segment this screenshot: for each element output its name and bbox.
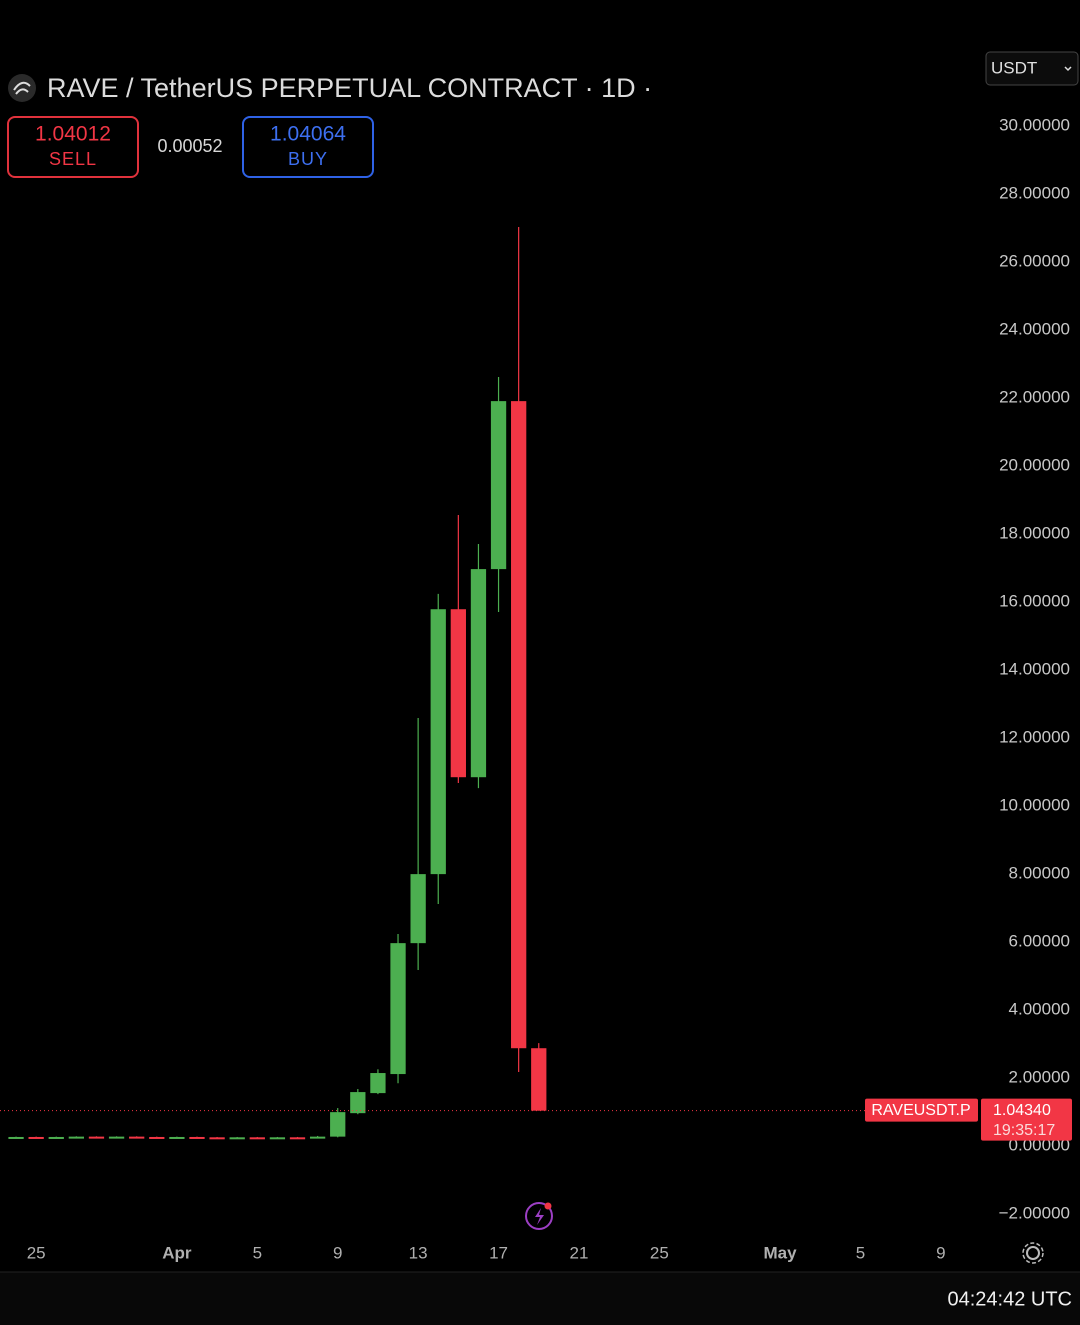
y-tick-label: 24.00000 — [999, 320, 1070, 339]
y-tick-label: 18.00000 — [999, 524, 1070, 543]
y-tick-label: 4.00000 — [1009, 1000, 1070, 1019]
candle-body — [169, 1136, 185, 1139]
candle-body — [410, 874, 426, 944]
candle-body — [511, 401, 527, 1049]
x-tick-label: 17 — [489, 1243, 508, 1262]
y-tick-label: 12.00000 — [999, 728, 1070, 747]
buy-price: 1.04064 — [270, 123, 346, 146]
x-tick-label: 9 — [333, 1243, 342, 1262]
candle-body — [309, 1136, 326, 1139]
buy-label: BUY — [288, 149, 328, 169]
symbol-tag-label: RAVEUSDT.P — [871, 1102, 970, 1119]
symbol-icon — [8, 74, 36, 102]
y-tick-label: 14.00000 — [999, 660, 1070, 679]
x-tick-label: Apr — [162, 1243, 192, 1262]
currency-select[interactable] — [985, 51, 1079, 86]
x-tick-label: May — [763, 1243, 797, 1262]
candle-body — [490, 401, 507, 570]
y-tick-label: 30.00000 — [999, 116, 1070, 135]
candle-body — [249, 1137, 265, 1140]
y-tick-label: 8.00000 — [1009, 864, 1070, 883]
spread: 0.00052 — [157, 136, 222, 156]
candle-body — [289, 1137, 306, 1140]
candle-body — [390, 943, 406, 1075]
x-tick-label: 21 — [570, 1243, 589, 1262]
candle-body — [229, 1137, 245, 1140]
settings-icon[interactable] — [1026, 1246, 1040, 1260]
flash-dot — [544, 1202, 552, 1210]
x-tick-label: 5 — [856, 1243, 865, 1262]
last-price-tag — [981, 1098, 1072, 1141]
x-tick-label: 13 — [409, 1243, 428, 1262]
y-tick-label: 10.00000 — [999, 796, 1070, 815]
candle-body — [430, 609, 446, 875]
y-tick-label: 16.00000 — [999, 592, 1070, 611]
symbol-tag — [865, 1098, 978, 1122]
y-tick-label: 22.00000 — [999, 388, 1070, 407]
candle-body — [350, 1092, 366, 1114]
y-tick-label: 6.00000 — [1009, 932, 1070, 951]
y-tick-label: 20.00000 — [999, 456, 1070, 475]
status-bar — [0, 1272, 1080, 1325]
dropdown-arrow — [1064, 66, 1072, 72]
y-tick-label: 26.00000 — [999, 252, 1070, 271]
candle-body — [269, 1137, 286, 1140]
candle-body — [330, 1112, 346, 1137]
y-tick-label: 28.00000 — [999, 184, 1070, 203]
flash-icon[interactable] — [525, 1202, 553, 1230]
chart-title: RAVE / TetherUS PERPETUAL CONTRACT · 1D … — [47, 73, 652, 103]
last-price-label: 1.04340 — [993, 1102, 1051, 1119]
candle-body — [108, 1136, 125, 1139]
flash-glyph — [535, 1208, 544, 1225]
currency-label: USDT — [991, 58, 1037, 77]
buy-button[interactable] — [242, 116, 374, 178]
candle-body — [531, 1048, 547, 1111]
candle-body — [88, 1136, 105, 1139]
candles — [8, 227, 547, 1140]
axis-layer: 30.00000 28.00000 26.00000 24.00000 22.00000… — [27, 116, 1070, 1263]
x-tick-label: 5 — [253, 1243, 262, 1262]
countdown: 19:35:17 — [993, 1122, 1055, 1139]
settings-gear — [1022, 1242, 1044, 1264]
candle-body — [8, 1136, 24, 1139]
clock: 04:24:42 UTC — [947, 1288, 1072, 1310]
candle-body — [68, 1136, 85, 1139]
candle-body — [48, 1136, 64, 1139]
candle-body — [370, 1073, 386, 1094]
candle-body — [209, 1137, 225, 1140]
candle-body — [470, 569, 487, 778]
x-tick-label: 9 — [936, 1243, 945, 1262]
sell-button[interactable] — [7, 116, 139, 178]
candle-body — [129, 1136, 145, 1139]
candle-body — [189, 1136, 205, 1139]
x-tick-label: 25 — [27, 1243, 46, 1262]
candle-body — [28, 1136, 44, 1139]
y-tick-label: 2.00000 — [1009, 1068, 1070, 1087]
x-tick-label: 25 — [650, 1243, 669, 1262]
sell-label: SELL — [49, 149, 97, 169]
candle-body — [149, 1136, 165, 1139]
symbol-icon-glyph — [13, 81, 31, 95]
candle-body — [450, 609, 466, 778]
sell-price: 1.04012 — [35, 123, 111, 146]
y-tick-label: −2.00000 — [999, 1204, 1070, 1223]
